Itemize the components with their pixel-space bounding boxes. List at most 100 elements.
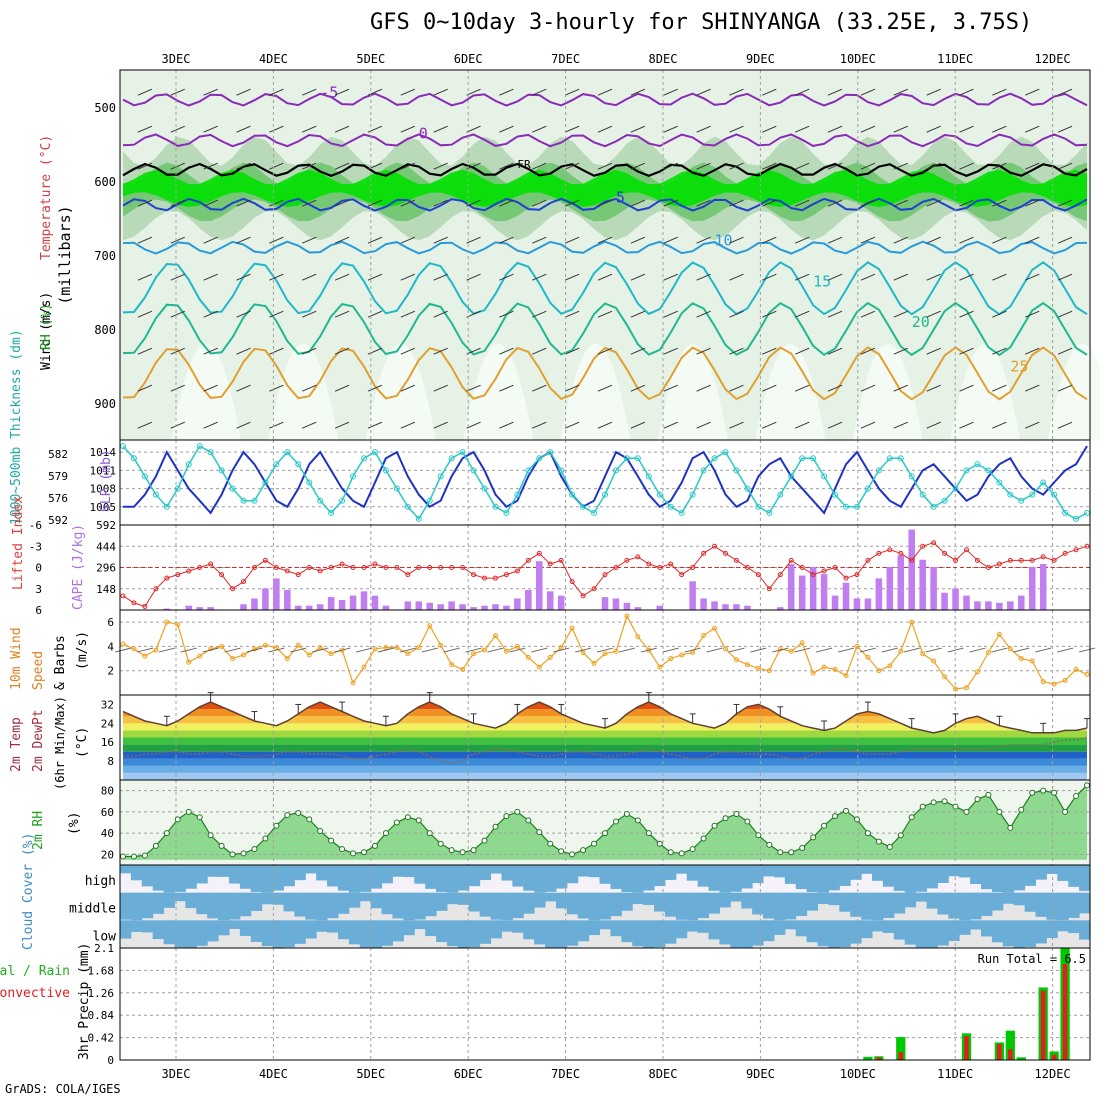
wind-barb	[992, 273, 1007, 281]
thickness-marker	[295, 461, 302, 468]
bottom-date-label: 5DEC	[356, 1067, 385, 1081]
lifted-index-marker	[832, 565, 838, 570]
wind-barb	[696, 125, 711, 133]
cape-bar	[514, 598, 521, 610]
wind-speed-marker	[569, 625, 575, 631]
cloud-bar	[327, 920, 339, 933]
thickness-marker	[963, 467, 970, 474]
surface-wind-barb	[158, 647, 175, 653]
wind-barb	[433, 421, 448, 429]
lifted-index-marker	[153, 586, 159, 592]
lifted-index-marker	[810, 572, 816, 578]
wind-barb	[236, 384, 251, 392]
rh2m-marker	[536, 829, 543, 836]
wind-barb	[630, 88, 646, 96]
rh2m-marker	[1007, 824, 1014, 831]
temp-tick: 16	[101, 736, 114, 749]
thickness-marker	[152, 491, 159, 498]
cloud-bar	[784, 892, 797, 920]
wind-barb	[302, 88, 317, 96]
cloud-bar	[893, 865, 906, 891]
cloud-bar	[1024, 892, 1037, 912]
slp-tick: 1011	[90, 464, 117, 477]
lifted-index-marker	[1062, 550, 1068, 556]
temperature-contour	[122, 240, 1088, 255]
surface-wind-barb	[947, 647, 964, 653]
cloud-bar	[621, 920, 633, 943]
wind-barb	[597, 125, 613, 133]
cloud-bar	[839, 892, 851, 912]
wind-barb	[1025, 162, 1040, 170]
cape-bar	[1028, 566, 1036, 610]
thickness-marker	[1007, 491, 1014, 498]
cloud-bar	[577, 865, 590, 877]
wind-speed-marker	[1073, 667, 1079, 672]
thickness-marker	[525, 467, 532, 474]
thickness-marker	[766, 509, 773, 516]
wind-speed-marker	[602, 651, 608, 657]
cape-bar	[897, 555, 905, 610]
cloud-bar	[719, 920, 731, 945]
wind-barb	[729, 162, 744, 170]
top-date-label: 6DEC	[454, 52, 483, 66]
wind-barb	[597, 421, 613, 429]
cloud-bar	[1035, 865, 1047, 880]
cloud-bar	[534, 865, 546, 893]
wind-barb	[532, 310, 547, 318]
wind-barb	[466, 347, 481, 355]
cloud-bar	[545, 892, 557, 902]
wind-barb	[926, 384, 941, 392]
wind-speed-marker	[503, 648, 509, 654]
thickness-marker	[788, 473, 795, 480]
lifted-index-marker	[920, 543, 926, 549]
rh2m-unit-label: (%)	[67, 812, 82, 835]
wind-barb	[137, 310, 153, 318]
lifted-index-marker	[964, 547, 969, 553]
wind-speed-marker	[865, 654, 871, 660]
cloud-bar	[512, 920, 524, 933]
lifted-index-marker	[142, 603, 148, 609]
wind-barb	[433, 310, 448, 318]
surface-wind-barb	[114, 647, 132, 653]
cloud-bar	[861, 920, 873, 939]
rh2m-marker	[229, 851, 236, 858]
wind-barb	[367, 384, 383, 392]
wind-barb	[269, 273, 284, 281]
wind-barb	[532, 199, 547, 207]
cloud-bar	[763, 920, 775, 942]
lifted-index-marker	[295, 572, 301, 578]
thickness-marker	[1084, 509, 1090, 516]
slp-tick: 1005	[90, 501, 117, 514]
cape-bar	[415, 601, 423, 610]
wind-barb	[992, 162, 1007, 170]
cloud-bar	[196, 865, 208, 884]
wind-barb	[137, 384, 153, 392]
cloud-bar	[948, 865, 960, 877]
cloud-bar	[316, 892, 328, 921]
cloud-bar	[1068, 865, 1080, 887]
rh-dry-area	[365, 343, 436, 440]
rh2m-marker	[755, 832, 762, 839]
wind-barb	[1025, 273, 1040, 281]
thickness-marker	[558, 467, 565, 474]
lifted-index-marker	[186, 568, 192, 574]
cape-bar	[360, 591, 368, 610]
wind-speed-marker	[613, 648, 619, 654]
cloud-bar	[654, 892, 666, 912]
lifted-index-marker	[613, 565, 619, 570]
wind-barb	[696, 384, 711, 392]
cloud-bar	[228, 892, 241, 920]
cloud-bar	[130, 892, 143, 921]
wind-speed-marker	[909, 619, 915, 625]
wind-barb	[959, 347, 974, 355]
wind-barb	[203, 310, 218, 318]
cloud-bar	[828, 865, 840, 891]
cloud-bar	[773, 920, 786, 935]
wind-barb	[137, 125, 153, 133]
lifted-index-marker	[164, 575, 170, 581]
cloud-bar	[120, 892, 132, 920]
wind-barb	[663, 236, 678, 244]
cape-bar	[722, 604, 729, 610]
cloud-bar	[337, 920, 350, 940]
thickness-marker	[547, 449, 554, 456]
